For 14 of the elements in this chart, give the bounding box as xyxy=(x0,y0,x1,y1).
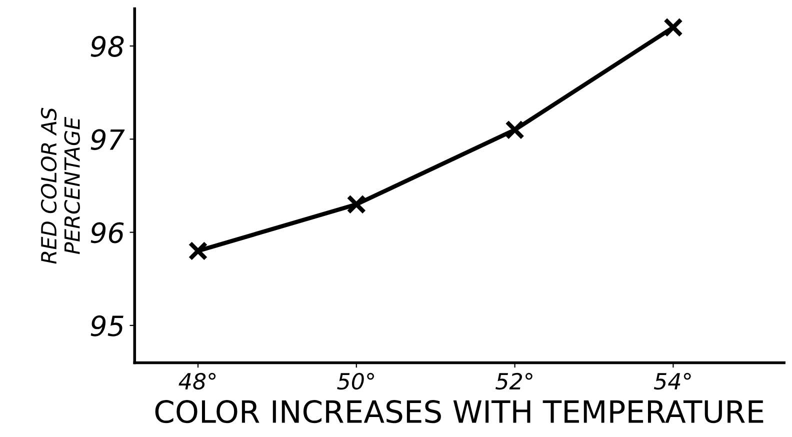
x-tick-label: 48° xyxy=(178,372,216,390)
point xyxy=(663,18,683,38)
point xyxy=(188,241,208,261)
x-axis-title: COLOR INCREASES WITH TEMPERATURE xyxy=(155,400,764,424)
y-tick-label: 98 xyxy=(90,36,124,57)
y-tick-label: 97 xyxy=(90,129,125,150)
x-tick-label: 52° xyxy=(496,372,532,390)
point xyxy=(346,194,366,214)
y-tick-label: 95 xyxy=(90,315,124,336)
x-tick-label: 54° xyxy=(654,372,691,390)
y-axis-title: RED COLOR AS PERCENTAGE xyxy=(40,108,80,264)
y-tick-label: 96 xyxy=(90,222,124,244)
x-tick-label: 50° xyxy=(337,372,374,390)
point xyxy=(505,120,525,140)
